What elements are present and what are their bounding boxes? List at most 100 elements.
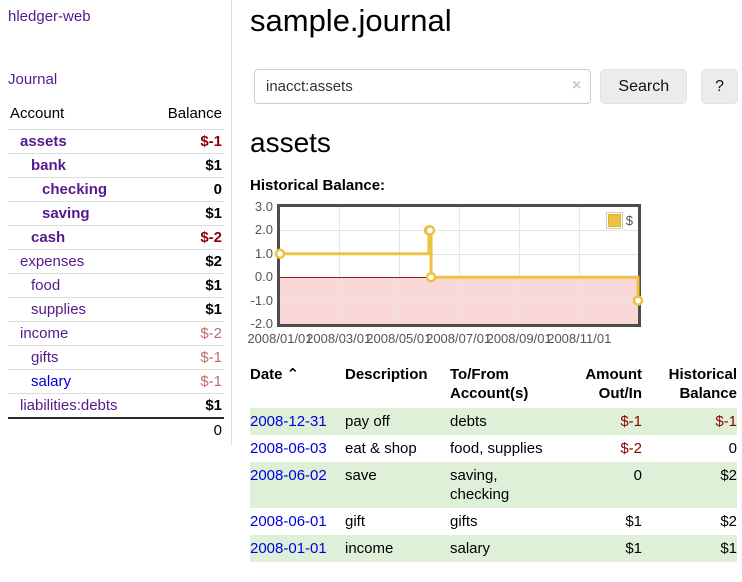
search-form: × Search ? <box>250 69 738 104</box>
sort-asc-icon: ⌃ <box>286 366 300 383</box>
transaction-date-link[interactable]: 2008-12-31 <box>250 413 327 430</box>
account-row: assets $-1 <box>8 129 224 154</box>
accounts-table: Account Balance assets $-1 bank $1 check… <box>8 101 224 442</box>
account-link-liabilities-debts[interactable]: liabilities:debts <box>20 397 118 414</box>
account-link-expenses[interactable]: expenses <box>20 253 85 270</box>
column-header-amount[interactable]: Amount Out/In <box>585 366 642 402</box>
x-tick-label: 2008/05/01 <box>366 331 432 346</box>
transaction-balance: $2 <box>720 467 737 484</box>
accounts-total-balance: 0 <box>149 417 224 442</box>
account-row: liabilities:debts $1 <box>8 393 224 418</box>
account-row: food $1 <box>8 273 224 298</box>
data-point <box>425 271 437 283</box>
data-point <box>424 225 436 236</box>
transaction-accounts: food, supplies <box>450 440 543 457</box>
account-balance: 0 <box>149 177 224 202</box>
horizontal-gridline <box>280 253 638 255</box>
horizontal-gridline <box>280 230 638 232</box>
search-box: × <box>254 69 592 104</box>
account-balance: $1 <box>149 273 224 298</box>
transaction-description: eat & shop <box>345 440 417 457</box>
x-tick-label: 2008/09/01 <box>486 331 552 346</box>
x-tick-label: 2008/03/01 <box>306 331 372 346</box>
transaction-accounts: debts <box>450 413 487 430</box>
account-link-food[interactable]: food <box>31 277 61 294</box>
account-balance: $1 <box>149 201 224 226</box>
column-header-date[interactable]: Date ⌃ <box>250 366 300 383</box>
transactions-table: Date ⌃ Description To/From Account(s) Amo… <box>250 363 737 562</box>
account-row: checking 0 <box>8 177 224 202</box>
account-balance: $1 <box>149 153 224 178</box>
transaction-row: 2008-12-31 pay off debts $-1 $-1 <box>250 408 737 435</box>
account-balance: $-1 <box>149 129 224 154</box>
transaction-date-link[interactable]: 2008-06-03 <box>250 440 327 457</box>
transaction-amount: $1 <box>625 513 642 530</box>
y-tick-label: -1.0 <box>250 292 273 308</box>
transaction-description: income <box>345 540 394 557</box>
app-title-link[interactable]: hledger-web <box>8 8 91 25</box>
account-link-assets[interactable]: assets <box>20 133 67 150</box>
transaction-date-link[interactable]: 2008-06-01 <box>250 513 327 530</box>
transaction-row: 2008-06-03 eat & shop food, supplies $-2… <box>250 435 737 462</box>
transaction-description: save <box>345 467 377 484</box>
transaction-amount: $1 <box>625 540 642 557</box>
plot-area[interactable]: $ <box>274 204 644 327</box>
account-row: income $-2 <box>8 321 224 346</box>
account-link-checking[interactable]: checking <box>42 181 108 198</box>
column-header-accounts[interactable]: To/From Account(s) <box>450 366 529 402</box>
account-heading: assets <box>250 127 331 158</box>
y-tick-label: 2.0 <box>254 222 273 238</box>
transaction-date-link[interactable]: 2008-06-02 <box>250 467 327 484</box>
account-link-gifts[interactable]: gifts <box>31 349 59 366</box>
transaction-row: 2008-06-01 gift gifts $1 $2 <box>250 508 737 535</box>
transaction-date-link[interactable]: 2008-01-01 <box>250 540 327 557</box>
search-button[interactable]: Search <box>600 69 688 104</box>
account-link-saving[interactable]: saving <box>42 205 90 222</box>
account-balance: $1 <box>149 393 224 418</box>
transaction-accounts: salary <box>450 540 491 557</box>
transaction-amount: $-1 <box>620 413 642 430</box>
historical-balance-chart: $ 2008/01/01 2008/03/01 2008/05/01 2008/07/… <box>247 199 738 346</box>
vertical-gridline <box>519 207 521 324</box>
column-header-description[interactable]: Description <box>345 366 428 383</box>
vertical-gridline <box>579 207 581 324</box>
data-point <box>274 248 286 260</box>
horizontal-gridline <box>280 300 638 302</box>
x-tick-label: 2008/01/01 <box>247 331 313 346</box>
search-help-button[interactable]: ? <box>701 69 738 104</box>
account-balance: $-2 <box>149 225 224 250</box>
account-row: expenses $2 <box>8 249 224 274</box>
account-row: cash $-2 <box>8 225 224 250</box>
transaction-description: pay off <box>345 413 390 430</box>
vertical-gridline <box>338 207 340 324</box>
sidebar-item-journal[interactable]: Journal <box>8 71 58 88</box>
account-balance: $-2 <box>149 321 224 346</box>
y-tick-label: 1.0 <box>254 245 273 261</box>
legend-series-label: $ <box>625 213 633 228</box>
account-link-salary[interactable]: salary <box>31 373 72 390</box>
transaction-balance: $1 <box>720 540 737 557</box>
account-link-income[interactable]: income <box>20 325 69 342</box>
y-tick-label: 3.0 <box>254 199 273 214</box>
legend-swatch-box <box>605 212 623 229</box>
x-tick-label: 2008/07/01 <box>426 331 492 346</box>
search-input[interactable] <box>254 69 592 104</box>
account-row: gifts $-1 <box>8 345 224 370</box>
account-balance: $-1 <box>149 345 224 370</box>
account-link-bank[interactable]: bank <box>31 157 67 174</box>
transaction-balance: 0 <box>728 440 737 457</box>
vertical-gridline <box>458 207 460 324</box>
y-tick-label: -2.0 <box>250 316 273 331</box>
account-link-cash[interactable]: cash <box>31 229 66 246</box>
data-point <box>632 295 644 306</box>
account-link-supplies[interactable]: supplies <box>31 301 87 318</box>
accounts-total-row: 0 <box>8 417 224 442</box>
account-row: salary $-1 <box>8 369 224 394</box>
clear-search-icon[interactable]: × <box>572 77 582 94</box>
account-row: bank $1 <box>8 153 224 178</box>
column-header-balance[interactable]: Historical Balance <box>668 366 737 402</box>
account-row: supplies $1 <box>8 297 224 322</box>
account-row: saving $1 <box>8 201 224 226</box>
transaction-amount: 0 <box>633 467 642 484</box>
